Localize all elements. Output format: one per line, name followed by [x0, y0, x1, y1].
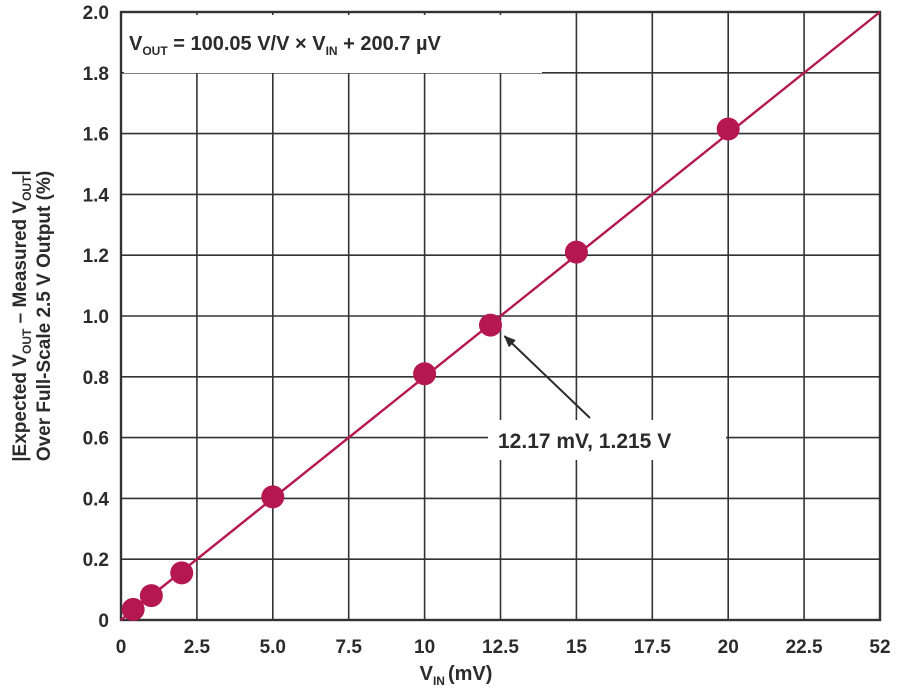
y-tick-label: 1.4: [83, 185, 110, 206]
y-axis-title-line2: Over Full-Scale 2.5 V Output (%): [34, 171, 55, 461]
y-tick-label: 0.2: [83, 550, 109, 571]
x-tick-label: 12.5: [482, 637, 519, 658]
fit-line-layer: [120, 11, 881, 621]
fit-line: [120, 11, 881, 621]
y-tick-label: 2.0: [83, 3, 109, 24]
y-tick-label: 1.0: [83, 307, 109, 328]
equation-text: VOUT = 100.05 V/V × VIN + 200.7 µV: [129, 33, 442, 58]
data-point: [139, 584, 163, 608]
x-tick-label: 22.5: [786, 637, 823, 658]
y-tick-label: 1.8: [83, 64, 109, 85]
x-tick-label: 10: [414, 637, 435, 658]
data-point: [413, 362, 437, 386]
data-point: [564, 240, 588, 264]
x-tick-labels: 0 2.5 5.0 7.5 10 12.5 15 17.5 20 22.5 52: [116, 637, 891, 658]
x-tick-label: 52: [869, 637, 890, 658]
plot-frame: [119, 10, 882, 622]
x-tick-label: 5.0: [260, 637, 286, 658]
x-tick-label: 0: [116, 637, 127, 658]
x-tick-label: 15: [566, 637, 588, 658]
y-tick-label: 0: [98, 611, 109, 632]
y-tick-label: 1.2: [83, 246, 109, 267]
data-point: [261, 485, 285, 509]
y-tick-label: 1.6: [83, 125, 109, 146]
x-tick-label: 7.5: [335, 637, 362, 658]
y-axis-title-line1: |Expected VOUT – Measured VOUT|: [10, 170, 34, 462]
x-tick-label: 20: [718, 637, 739, 658]
data-point: [478, 313, 502, 337]
equation-box: [124, 15, 542, 73]
x-tick-label: 2.5: [184, 637, 211, 658]
y-tick-label: 0.8: [83, 368, 109, 389]
y-axis-title: |Expected VOUT – Measured VOUT| Over Ful…: [10, 170, 55, 462]
data-point: [121, 597, 145, 621]
y-tick-labels: 0 0.2 0.4 0.6 0.8 1.0 1.2 1.4 1.6 1.8 2.0: [83, 3, 110, 632]
annotation-label: 12.17 mV, 1.215 V: [498, 430, 671, 453]
plot-border: [119, 10, 882, 622]
data-point: [716, 117, 740, 141]
x-axis-title: VIN (mV): [420, 663, 493, 688]
y-tick-label: 0.4: [83, 489, 110, 510]
y-tick-label: 0.6: [83, 429, 109, 450]
annotation-box: [488, 420, 726, 460]
data-points: [121, 117, 740, 621]
data-point: [170, 561, 194, 585]
annotation-arrow: [503, 335, 591, 419]
x-tick-label: 17.5: [634, 637, 671, 658]
